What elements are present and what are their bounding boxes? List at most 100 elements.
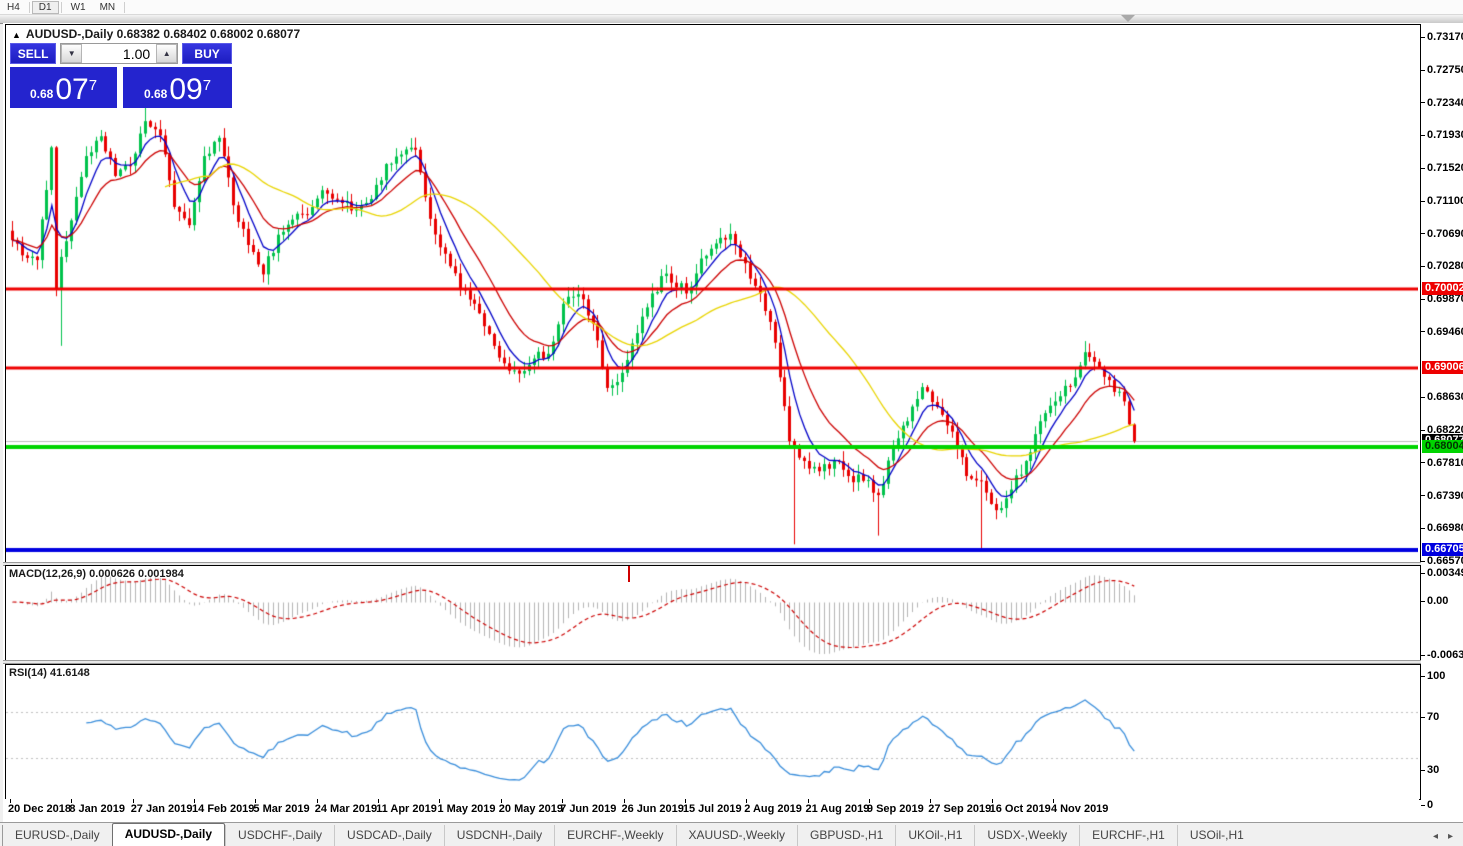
date-tick-label: 16 Oct 2019 bbox=[989, 803, 1051, 815]
chart-tab-xauusd-weekly[interactable]: XAUUSD-,Weekly bbox=[675, 825, 797, 846]
date-tick-mark bbox=[1052, 799, 1054, 803]
tab-scroll-left-icon[interactable]: ◂ bbox=[1432, 831, 1438, 842]
date-tick-label: 14 Feb 2019 bbox=[192, 803, 255, 815]
tab-scroll-controls: ◂ ▸ bbox=[1433, 831, 1463, 846]
volume-stepper: ▼ 1.00 ▲ bbox=[60, 43, 179, 64]
timeframe-button-w1[interactable]: W1 bbox=[70, 1, 86, 13]
buy-button[interactable]: BUY bbox=[182, 43, 232, 64]
chart-tab-usdcad-daily[interactable]: USDCAD-,Daily bbox=[334, 825, 444, 846]
chart-tab-usoil-h1[interactable]: USOil-,H1 bbox=[1176, 825, 1256, 846]
axis-tick-mark bbox=[1421, 233, 1425, 235]
one-click-trading-panel: SELL ▼ 1.00 ▲ BUY 0.68 07 7 0.68 09 7 bbox=[10, 43, 232, 108]
chart-shift-triangle-icon[interactable] bbox=[1121, 15, 1135, 22]
buy-price-sup: 7 bbox=[202, 77, 212, 94]
axis-tick-mark bbox=[1421, 429, 1425, 431]
date-tick-mark bbox=[71, 799, 73, 803]
macd-tick-label: 0.00349 bbox=[1421, 567, 1463, 579]
chart-tab-audusd-daily[interactable]: AUDUSD-,Daily bbox=[111, 823, 226, 846]
rsi-tick-label: 100 bbox=[1421, 670, 1445, 682]
price-tick-label: 0.66570 bbox=[1421, 555, 1463, 567]
date-tick-mark bbox=[378, 799, 380, 803]
axis-tick-mark bbox=[1421, 528, 1425, 530]
date-tick-label: 27 Sep 2019 bbox=[928, 803, 992, 815]
date-tick-mark bbox=[132, 799, 134, 803]
toolbar-separator bbox=[124, 1, 126, 13]
date-tick-mark bbox=[991, 799, 993, 803]
price-tick-label: 0.68630 bbox=[1421, 391, 1463, 403]
sell-price-small: 0.68 bbox=[29, 87, 54, 101]
hline-price-flag: 0.68004 bbox=[1422, 440, 1463, 453]
date-tick-label: 26 Jun 2019 bbox=[621, 803, 684, 815]
chart-tab-usdchf-daily[interactable]: USDCHF-,Daily bbox=[225, 825, 334, 846]
date-tick-label: 20 May 2019 bbox=[498, 803, 564, 815]
chart-tab-usdcnh-daily[interactable]: USDCNH-,Daily bbox=[443, 825, 554, 846]
buy-price-big: 09 bbox=[169, 73, 203, 106]
price-tick-label: 0.73170 bbox=[1421, 31, 1463, 43]
main-price-chart[interactable] bbox=[5, 24, 1421, 563]
rsi-tick-label: 70 bbox=[1421, 711, 1439, 723]
chart-title: ▲ AUDUSD-,Daily 0.68382 0.68402 0.68002 0… bbox=[12, 27, 300, 41]
axis-tick-mark bbox=[1421, 266, 1425, 268]
price-tick-label: 0.70280 bbox=[1421, 260, 1463, 272]
chart-tab-usdx-weekly[interactable]: USDX-,Weekly bbox=[974, 825, 1079, 846]
axis-tick-mark bbox=[1421, 331, 1425, 333]
date-tick-mark bbox=[10, 799, 11, 803]
rsi-panel[interactable] bbox=[5, 664, 1421, 800]
date-tick-mark bbox=[255, 799, 257, 803]
volume-decrease-button[interactable]: ▼ bbox=[61, 44, 83, 63]
rsi-tick-label: 30 bbox=[1421, 764, 1439, 776]
axis-tick-mark bbox=[1421, 462, 1425, 464]
volume-input[interactable]: 1.00 bbox=[82, 44, 157, 63]
price-tick-label: 0.66980 bbox=[1421, 522, 1463, 534]
hline-price-flag: 0.69006 bbox=[1422, 361, 1463, 374]
tab-scroll-right-icon[interactable]: ▸ bbox=[1447, 831, 1453, 842]
axis-tick-mark bbox=[1421, 36, 1425, 38]
chart-tab-eurchf-h1[interactable]: EURCHF-,H1 bbox=[1079, 825, 1177, 846]
timeframe-button-h4[interactable]: H4 bbox=[7, 1, 20, 13]
macd-panel[interactable] bbox=[5, 565, 1421, 662]
chart-tab-ukoil-h1[interactable]: UKOil-,H1 bbox=[895, 825, 974, 846]
date-tick-label: 1 May 2019 bbox=[437, 803, 496, 815]
price-tick-label: 0.71930 bbox=[1421, 129, 1463, 141]
price-axis[interactable]: 0.73170 0.72750 0.72340 0.71930 0.71520 0.711… bbox=[1421, 23, 1463, 822]
buy-price-box[interactable]: 0.68 09 7 bbox=[123, 67, 232, 108]
macd-tick-label: 0.00 bbox=[1421, 595, 1448, 607]
price-tick-label: 0.72750 bbox=[1421, 64, 1463, 76]
date-tick-label: 5 Mar 2019 bbox=[253, 803, 310, 815]
chart-tab-eurchf-weekly[interactable]: EURCHF-,Weekly bbox=[554, 825, 675, 846]
sell-price-big: 07 bbox=[55, 73, 89, 106]
timeframe-button-d1[interactable]: D1 bbox=[31, 0, 59, 14]
macd-spike-mark bbox=[628, 566, 630, 582]
axis-tick-mark bbox=[1421, 135, 1425, 137]
timeframe-button-mn[interactable]: MN bbox=[99, 1, 116, 13]
chart-expand-icon: ▲ bbox=[12, 30, 21, 40]
volume-increase-button[interactable]: ▲ bbox=[156, 44, 178, 63]
date-tick-label: 24 Mar 2019 bbox=[314, 803, 378, 815]
date-tick-label: 11 Apr 2019 bbox=[376, 803, 437, 815]
axis-tick-mark bbox=[1421, 69, 1425, 71]
axis-tick-mark bbox=[1421, 716, 1425, 718]
date-tick-label: 8 Jan 2019 bbox=[69, 803, 125, 815]
date-axis[interactable]: 20 Dec 2018 8 Jan 2019 27 Jan 2019 14 Feb 2… bbox=[5, 799, 1419, 822]
date-tick-mark bbox=[316, 799, 318, 803]
date-tick-mark bbox=[868, 799, 870, 803]
price-tick-label: 0.69460 bbox=[1421, 326, 1463, 338]
price-tick-label: 0.67390 bbox=[1421, 490, 1463, 502]
price-tick-label: 0.72340 bbox=[1421, 97, 1463, 109]
sell-price-box[interactable]: 0.68 07 7 bbox=[10, 67, 117, 108]
chart-tab-eurusd-daily[interactable]: EURUSD-,Daily bbox=[2, 825, 112, 846]
date-tick-mark bbox=[562, 799, 564, 803]
timeframe-toolbar: H4 D1 W1 MN bbox=[0, 0, 1463, 15]
date-tick-mark bbox=[807, 799, 809, 803]
price-tick-label: 0.71100 bbox=[1421, 195, 1463, 207]
rsi-label: RSI(14) 41.6148 bbox=[9, 667, 90, 679]
macd-label: MACD(12,26,9) 0.000626 0.001984 bbox=[9, 568, 184, 580]
date-tick-label: 9 Sep 2019 bbox=[866, 803, 924, 815]
chart-tab-gbpusd-h1[interactable]: GBPUSD-,H1 bbox=[797, 825, 895, 846]
panel-splitter[interactable] bbox=[3, 660, 1463, 664]
axis-tick-mark bbox=[1421, 675, 1425, 677]
axis-tick-mark bbox=[1421, 298, 1425, 300]
date-tick-label: 21 Aug 2019 bbox=[805, 803, 870, 815]
sell-button[interactable]: SELL bbox=[10, 43, 57, 64]
price-tick-label: 0.67810 bbox=[1421, 457, 1463, 469]
